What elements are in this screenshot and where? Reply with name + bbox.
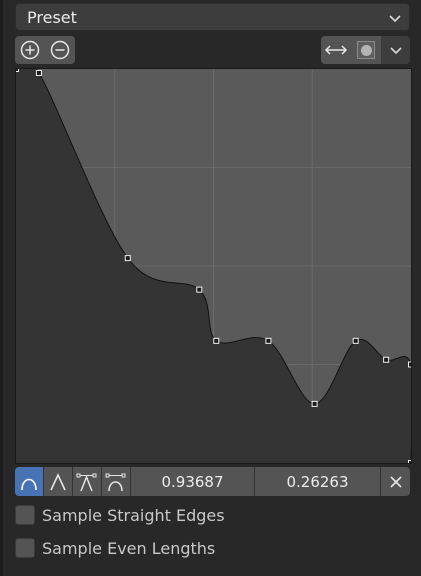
handle-auto-clamped-button[interactable] <box>73 467 102 496</box>
chevron-down-icon <box>389 47 402 55</box>
panel-left-border <box>0 0 3 576</box>
handle-toolbar: 0.93687 0.26263 <box>15 467 410 496</box>
sample-even-lengths-label: Sample Even Lengths <box>42 538 216 558</box>
zoom-out-button[interactable] <box>45 36 75 64</box>
preset-dropdown[interactable]: Preset <box>15 3 410 31</box>
x-value: 0.93687 <box>161 472 224 491</box>
zoom-in-button[interactable] <box>15 36 45 64</box>
preset-label: Preset <box>27 7 77 27</box>
curve-control-point[interactable] <box>213 337 220 344</box>
curve-control-point[interactable] <box>311 400 318 407</box>
clipping-toggle-button[interactable] <box>321 36 351 64</box>
horizontal-arrows-icon <box>324 45 348 55</box>
curve-control-point[interactable] <box>16 69 19 72</box>
curve-control-point[interactable] <box>383 356 390 363</box>
curve-control-point[interactable] <box>124 255 131 262</box>
curve-control-point[interactable] <box>352 337 359 344</box>
curve-control-point[interactable] <box>408 460 412 464</box>
curve-line <box>16 69 411 463</box>
curve-points <box>16 69 411 463</box>
sample-straight-edges-label: Sample Straight Edges <box>42 505 225 525</box>
zoom-out-icon <box>50 40 70 60</box>
circle-dot-icon <box>357 41 375 59</box>
handle-auto-button[interactable] <box>15 467 44 496</box>
sample-straight-edges-row[interactable]: Sample Straight Edges <box>15 503 225 527</box>
curve-control-point[interactable] <box>196 286 203 293</box>
handle-aligned-icon <box>105 473 126 491</box>
handle-auto-clamped-icon <box>76 473 97 491</box>
y-value-field[interactable]: 0.26263 <box>255 467 381 496</box>
handle-auto-icon <box>21 478 37 490</box>
x-value-field[interactable]: 0.93687 <box>131 467 255 496</box>
curve-menu-button[interactable] <box>381 36 410 64</box>
curve-graph[interactable] <box>15 68 412 464</box>
delete-point-button[interactable] <box>381 467 410 496</box>
curve-control-point[interactable] <box>265 337 272 344</box>
x-icon <box>389 475 402 488</box>
curve-control-point[interactable] <box>35 69 42 76</box>
chevron-down-icon <box>389 15 401 23</box>
sample-even-lengths-checkbox[interactable] <box>15 538 35 558</box>
handle-aligned-button[interactable] <box>102 467 131 496</box>
y-value: 0.26263 <box>286 472 349 491</box>
zoom-in-icon <box>20 40 40 60</box>
curve-options <box>321 36 410 64</box>
sample-even-lengths-row[interactable]: Sample Even Lengths <box>15 536 215 560</box>
dot-toggle-button[interactable] <box>351 36 381 64</box>
sample-straight-edges-checkbox[interactable] <box>15 505 35 525</box>
zoom-controls <box>15 36 75 64</box>
handle-vector-icon <box>50 472 66 490</box>
curve-fill <box>16 69 411 463</box>
handle-vector-button[interactable] <box>44 467 73 496</box>
curve-control-point[interactable] <box>408 361 412 368</box>
